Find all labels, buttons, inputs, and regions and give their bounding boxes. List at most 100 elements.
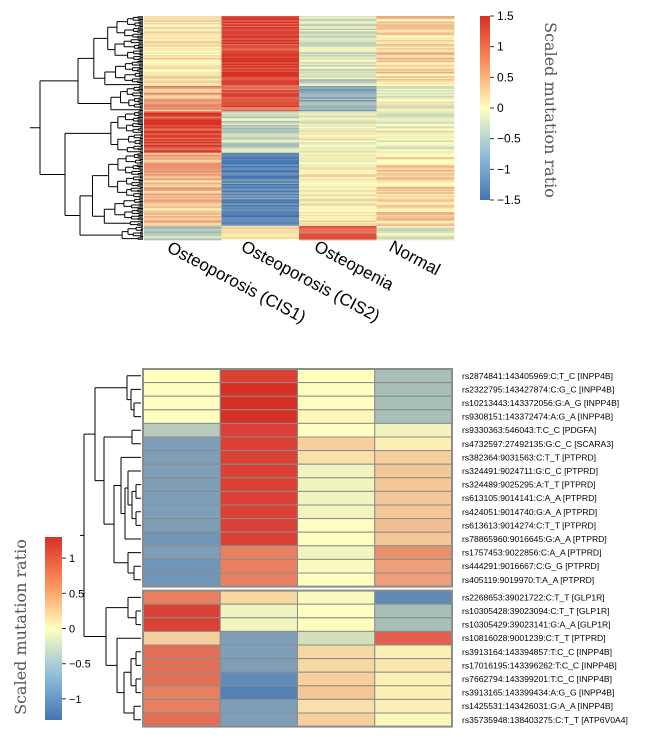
top-heatmap-cell [376,178,455,181]
top-heatmap-cell [376,234,455,237]
top-heatmap-cell [376,154,455,157]
row-label: rs1425531:143426031:G:A_A [INPP4B] [462,701,613,711]
top-heatmap-cell [376,202,455,204]
top-heatmap-cell [376,88,455,91]
top-heatmap-cell [376,223,455,225]
top-heatmap-cell [299,168,377,171]
top-heatmap-cell [376,153,455,155]
bottom-heatmap-cell [374,382,453,397]
top-legend-tick-label: 0 [497,101,504,115]
top-heatmap-cell [221,93,300,95]
top-heatmap-cell [144,143,222,146]
top-heatmap-cell [376,133,455,136]
top-heatmap-cell [376,32,455,35]
top-heatmap-cell [299,108,377,111]
top-heatmap-cell [221,100,300,102]
top-heatmap-cell [376,185,455,188]
top-heatmap-cell [299,149,377,151]
bottom-heatmap-cell [219,382,298,397]
top-heatmap-cell [144,109,222,112]
top-heatmap-cell [144,200,222,203]
top-heatmap-cell [144,76,222,78]
top-heatmap-cell [221,51,300,53]
bottom-heatmap-cell [219,504,298,520]
top-heatmap-cell [299,118,377,120]
top-heatmap-cell [299,101,377,104]
top-heatmap-cell [144,193,222,196]
top-heatmap-cell [144,207,222,210]
top-heatmap-cell [144,203,222,206]
top-heatmap-cell [221,90,300,92]
top-heatmap-cell [221,193,300,196]
col-label-normal: Normal [386,237,443,280]
top-heatmap-cell [299,209,377,211]
top-heatmap-cell [221,188,300,190]
bottom-heatmap-cell [374,436,453,452]
top-heatmap-cell [376,46,455,49]
top-heatmap-cell [221,37,300,39]
bottom-heatmap-cell [297,450,376,465]
top-heatmap-cell [299,81,377,84]
top-heatmap-cell [376,100,455,102]
top-heatmap-cell [376,189,455,192]
top-heatmap-cell [144,52,222,55]
top-heatmap-cell [221,140,300,143]
top-heatmap-cell [144,195,222,197]
bottom-heatmap-cell [374,712,453,728]
row-label: rs2322795:143427874:C:G_C [INPP4B] [462,384,614,394]
top-heatmap-cell [299,143,377,146]
top-heatmap-cell [376,24,455,27]
top-heatmap-cell [144,139,222,141]
top-heatmap-cell [144,230,222,232]
top-heatmap-cell [144,185,222,188]
bottom-heatmap-cell [142,644,221,660]
top-heatmap-cell [376,81,455,84]
top-heatmap-cell [221,58,300,60]
top-heatmap-cell [221,74,300,77]
bottom-heatmap-cell [219,450,298,465]
top-heatmap-cell [221,226,300,228]
top-heatmap-cell [144,95,222,98]
top-heatmap-cell [376,107,455,109]
top-heatmap-cell [299,132,377,134]
top-heatmap-cell [144,153,222,155]
top-heatmap-cell [221,25,300,28]
top-heatmap-cell [299,79,377,81]
top-heatmap-cell [144,165,222,168]
top-heatmap-cell [144,51,222,53]
top-heatmap-cell [376,209,455,211]
bottom-heatmap-cell [374,630,453,646]
bottom-heatmap-cell [297,518,376,533]
bottom-heatmap-cell [219,644,298,660]
bottom-heatmap-cell [219,698,298,714]
top-heatmap-cell [144,177,222,179]
top-heatmap-cell [299,88,377,91]
bottom-heatmap-cell [374,477,453,492]
bottom-heatmap-cell [219,617,298,632]
top-heatmap-cell [144,149,222,151]
top-heatmap-cell [144,233,222,235]
top-heatmap-cell [221,202,300,204]
top-heatmap-cell [299,59,377,62]
row-label: rs17016195:143396262:T:C_C [INPP4B] [462,660,617,670]
bottom-heatmap-cell [297,590,376,605]
top-heatmap-cell [221,122,300,125]
top-heatmap-cell [376,98,455,101]
top-heatmap-cell [299,178,377,181]
top-heatmap-cell [376,121,455,123]
top-dendrogram [30,16,143,240]
top-heatmap-cell [221,111,300,113]
top-heatmap-cell [221,200,300,203]
top-heatmap-cell [376,95,455,98]
top-heatmap-cell [376,105,455,108]
top-heatmap-cell [376,108,455,111]
top-legend-tick-label: −1 [497,162,511,176]
bottom-heatmap-cell [374,463,453,479]
top-heatmap-cell [376,238,455,241]
top-heatmap-cell [144,20,222,22]
bottom-heatmap-cell [374,698,453,714]
row-label: rs3913164:143394857:T:C_C [INPP4B] [462,647,612,657]
top-heatmap-cell [376,23,455,25]
top-heatmap-cell [376,132,455,134]
row-label: rs324491:9024711:G:C_C [PTPRD] [462,466,598,476]
